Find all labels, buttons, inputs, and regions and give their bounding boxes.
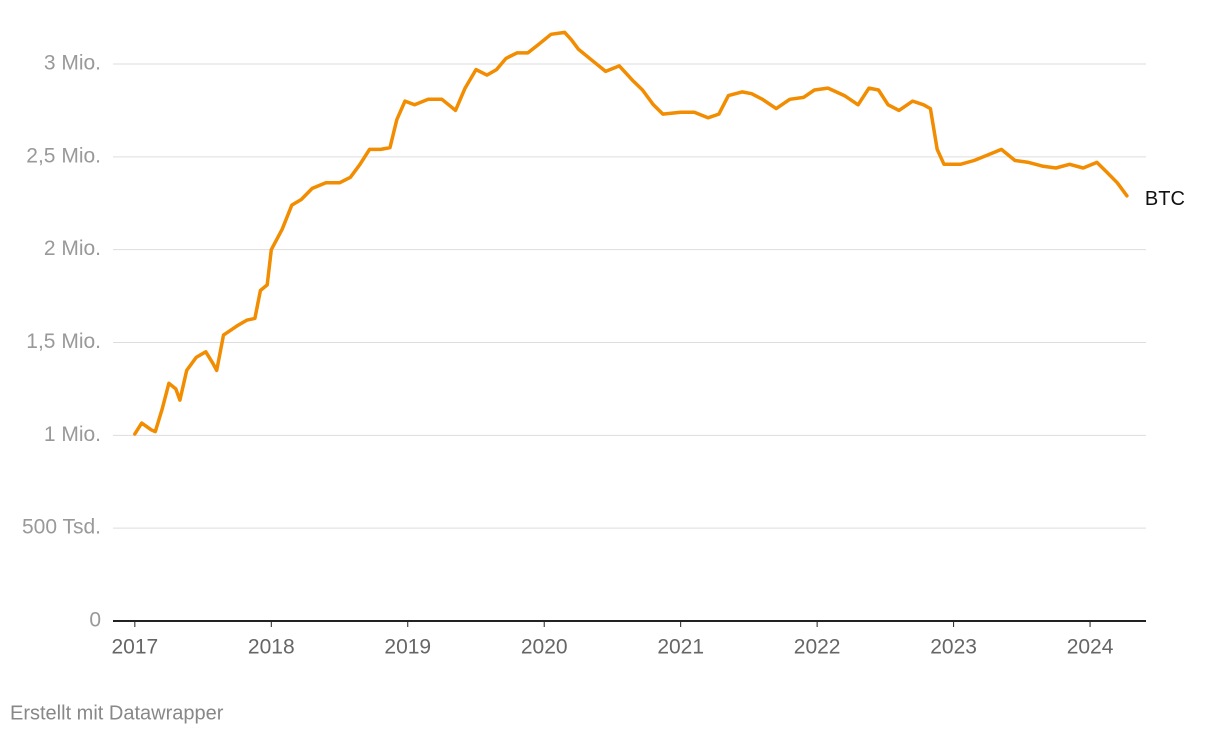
y-tick-label: 2 Mio. [44,237,101,260]
y-tick-label: 2,5 Mio. [26,144,101,167]
x-tick-label: 2017 [111,636,158,659]
x-tick-label: 2024 [1067,636,1114,659]
y-tick-label: 0 [89,609,101,632]
x-tick-label: 2019 [384,636,431,659]
series-label: BTC [1145,188,1185,210]
x-tick-label: 2023 [930,636,977,659]
y-tick-label: 3 Mio. [44,52,101,75]
footer: Erstellt mit Datawrapper [10,702,224,724]
x-tick-label: 2022 [794,636,841,659]
y-tick-label: 500 Tsd. [22,516,101,539]
line [133,30,1129,436]
x-tick-label: 2021 [657,636,704,659]
y-tick-label: 1,5 Mio. [26,330,101,353]
x-tick-label: 2020 [521,636,568,659]
y-tick-label: 1 Mio. [44,423,101,446]
x-tick-label: 2018 [248,636,295,659]
